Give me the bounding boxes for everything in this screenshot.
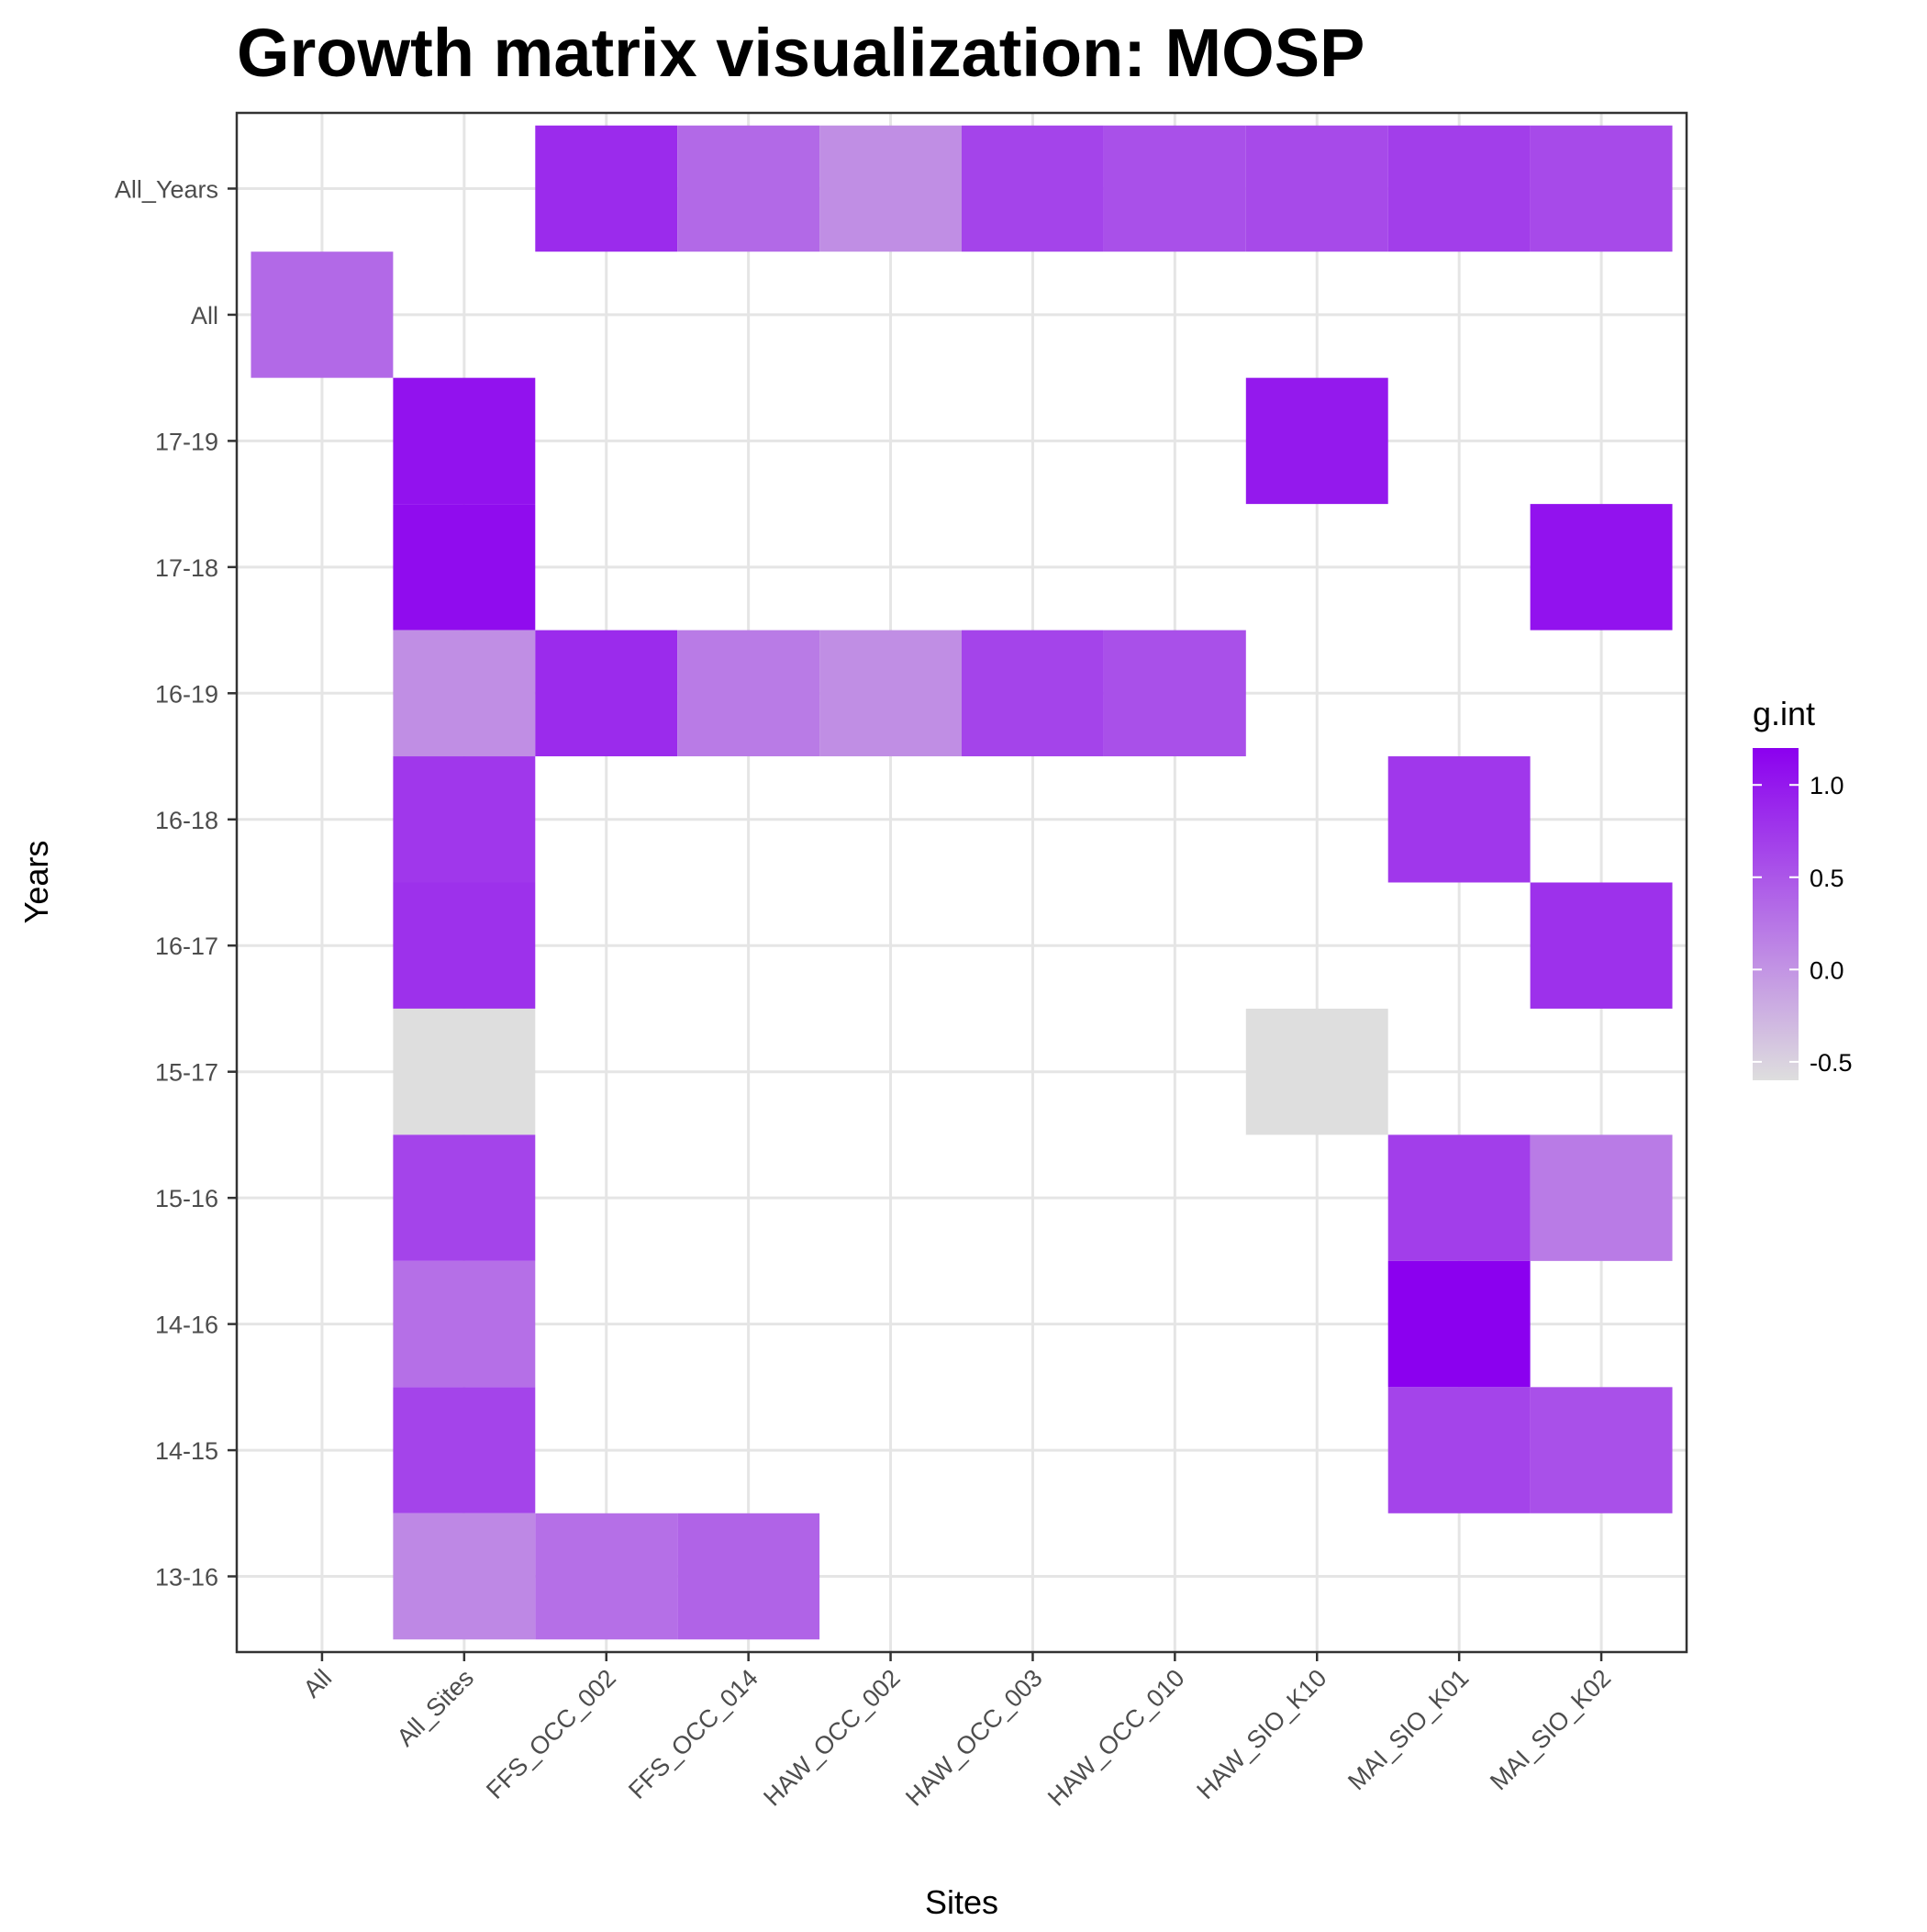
heatmap-cell — [535, 1513, 678, 1640]
legend-tick-label: 1.0 — [1810, 772, 1844, 799]
legend-title: g.int — [1753, 695, 1815, 732]
heatmap-cell — [819, 630, 962, 757]
heatmap-cell — [1387, 1387, 1531, 1513]
heatmap-cell — [393, 1387, 536, 1513]
heatmap-cell — [1530, 504, 1673, 631]
heatmap-cell — [1530, 1387, 1673, 1513]
y-tick-label: All — [191, 302, 218, 329]
heatmap-cell — [393, 1134, 536, 1261]
heatmap-cell — [1245, 1008, 1388, 1135]
heatmap-cell — [1245, 125, 1388, 252]
y-axis-ticks: 13-16 14-15 14-16 15-16 15-17 16-17 16-18 16-19… — [115, 175, 237, 1591]
heatmap-cell — [1103, 125, 1246, 252]
heatmap-cell — [535, 630, 678, 757]
y-tick-label: 13-16 — [155, 1564, 218, 1591]
heatmap-cell — [393, 630, 536, 757]
y-tick-label: 17-19 — [155, 428, 218, 455]
heatmap-cell — [677, 125, 820, 252]
y-tick-label: 15-17 — [155, 1059, 218, 1087]
heatmap-cell — [1530, 882, 1673, 1009]
heatmap-cell — [677, 1513, 820, 1640]
heatmap-cell — [393, 756, 536, 883]
heatmap-cell — [1387, 125, 1531, 252]
y-tick-label: All_Years — [115, 175, 218, 203]
heatmap-cell — [1245, 377, 1388, 505]
y-tick-label: 16-18 — [155, 807, 218, 834]
y-tick-label: 14-16 — [155, 1312, 218, 1339]
heatmap-cell — [1387, 756, 1531, 883]
heatmap-cell — [677, 630, 820, 757]
heatmap-cell — [1530, 125, 1673, 252]
y-tick-label: 14-15 — [155, 1437, 218, 1465]
y-tick-label: 15-16 — [155, 1185, 218, 1212]
heatmap-cell — [393, 504, 536, 631]
heatmap-cell — [962, 125, 1104, 252]
heatmap-cell — [962, 630, 1104, 757]
heatmap-cell — [1530, 1134, 1673, 1261]
y-tick-label: 16-17 — [155, 932, 218, 960]
heatmap-cell — [251, 251, 394, 378]
legend-ticks: 1.0 0.5 0.0 -0.5 — [1753, 772, 1853, 1077]
heatmap-cell — [819, 125, 962, 252]
heatmap-cell — [393, 1260, 536, 1388]
y-tick-label: 17-18 — [155, 554, 218, 582]
heatmap-cell — [393, 377, 536, 505]
x-axis-title: Sites — [925, 1883, 998, 1921]
y-tick-label: 16-19 — [155, 680, 218, 708]
y-axis-title: Years — [17, 841, 55, 924]
legend-tick-label: -0.5 — [1810, 1049, 1853, 1077]
heatmap-cell — [535, 125, 678, 252]
panel-border — [235, 111, 1688, 1654]
heatmap-cells — [251, 125, 1673, 1640]
legend-colorbar — [1753, 748, 1799, 1080]
heatmap-cell — [393, 1008, 536, 1135]
heatmap-cell — [1387, 1260, 1531, 1388]
heatmap-cell — [393, 882, 536, 1009]
heatmap-cell — [1103, 630, 1246, 757]
heatmap-cell — [393, 1513, 536, 1640]
legend-tick-label: 0.0 — [1810, 956, 1844, 984]
color-legend: g.int 1.0 0.5 0.0 -0.5 — [1753, 695, 1853, 1080]
chart-title: Growth matrix visualization: MOSP — [237, 15, 1364, 91]
legend-tick-label: 0.5 — [1810, 865, 1844, 892]
heatmap-cell — [1387, 1134, 1531, 1261]
